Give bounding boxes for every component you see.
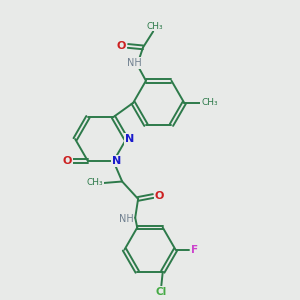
Text: N: N: [125, 134, 134, 144]
Text: NH: NH: [118, 214, 133, 224]
Text: Cl: Cl: [156, 287, 167, 297]
Text: F: F: [191, 245, 199, 255]
Text: O: O: [63, 156, 72, 166]
Text: O: O: [155, 191, 164, 201]
Text: O: O: [117, 41, 126, 51]
Text: CH₃: CH₃: [201, 98, 218, 107]
Text: CH₃: CH₃: [87, 178, 103, 188]
Text: NH: NH: [127, 58, 142, 68]
Text: CH₃: CH₃: [146, 22, 163, 31]
Text: N: N: [112, 156, 122, 166]
